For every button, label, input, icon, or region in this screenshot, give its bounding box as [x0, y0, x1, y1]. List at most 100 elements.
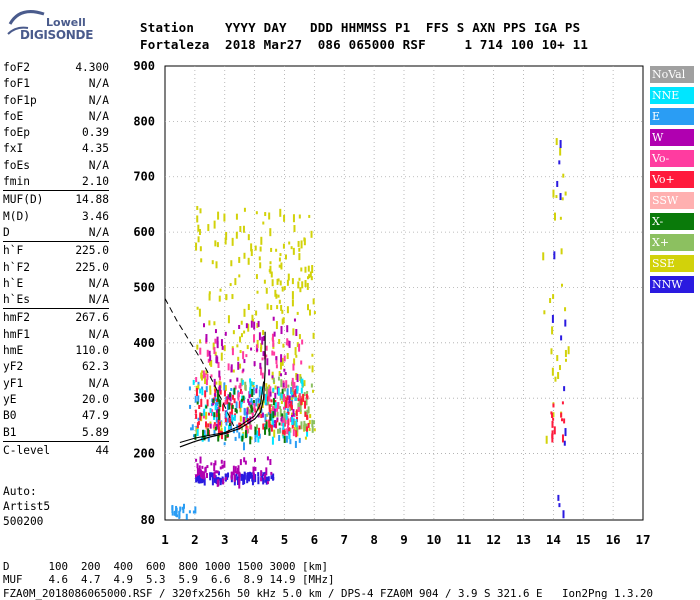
echo-point — [238, 471, 241, 477]
echo-point — [295, 372, 298, 380]
echo-point — [243, 471, 246, 479]
echo-point — [555, 195, 558, 199]
echo-point — [281, 413, 284, 417]
param-name: hmF2 — [3, 311, 30, 325]
echo-point — [236, 344, 239, 348]
echo-point — [268, 419, 271, 428]
echo-point — [558, 503, 561, 508]
echo-point — [252, 384, 255, 388]
echo-point — [292, 363, 295, 371]
echo-point — [559, 193, 562, 201]
param-row: MUF(D) 14.88 — [3, 192, 109, 208]
echo-point — [557, 494, 560, 501]
echo-point — [258, 332, 261, 341]
echo-point — [237, 465, 240, 473]
logo-text-lowell: Lowell — [46, 16, 86, 29]
echo-point — [269, 413, 272, 421]
echo-point — [561, 434, 564, 443]
echo-point — [268, 269, 271, 273]
x-tick-label: 5 — [281, 532, 289, 547]
echo-point — [285, 380, 288, 389]
echo-point — [281, 309, 284, 314]
echo-point — [281, 420, 284, 427]
echo-point — [199, 246, 202, 252]
echo-point — [234, 466, 237, 474]
param-value: 4.35 — [82, 142, 109, 156]
echo-point — [265, 354, 268, 358]
echo-point — [210, 472, 213, 478]
echo-point — [310, 230, 313, 238]
echo-point — [258, 433, 261, 439]
echo-point — [216, 242, 219, 248]
echo-point — [290, 401, 293, 409]
echo-point — [206, 349, 209, 357]
echo-point — [260, 236, 263, 245]
param-name: h`F2 — [3, 260, 30, 274]
echo-point — [272, 406, 275, 413]
y-tick-label: 200 — [133, 447, 155, 461]
echo-point — [225, 294, 228, 300]
echo-point — [213, 378, 216, 387]
echo-point — [551, 367, 554, 376]
echo-point — [233, 474, 236, 482]
x-tick-label: 7 — [340, 532, 348, 547]
echo-point — [214, 329, 217, 334]
echo-point — [272, 477, 275, 481]
echo-point — [306, 390, 309, 394]
param-row: hmF1 N/A — [3, 327, 109, 343]
param-row: h`F 225.0 — [3, 243, 109, 259]
echo-point — [288, 241, 291, 245]
x-tick-label: 11 — [456, 532, 471, 547]
echo-point — [238, 256, 241, 263]
param-value: N/A — [88, 327, 109, 341]
echo-point — [272, 473, 275, 479]
echo-point — [257, 476, 260, 485]
echo-point — [227, 417, 230, 423]
param-value: N/A — [88, 109, 109, 123]
echo-point — [221, 345, 224, 350]
echo-point — [236, 377, 239, 382]
echo-point — [563, 386, 566, 392]
echo-point — [196, 422, 199, 429]
echo-point — [308, 427, 311, 431]
echo-point — [252, 381, 255, 385]
echo-point — [196, 474, 199, 482]
echo-point — [238, 480, 241, 489]
echo-point — [220, 352, 223, 361]
echo-point — [219, 400, 222, 408]
echo-point — [298, 253, 301, 261]
echo-point — [543, 310, 546, 315]
param-separator — [3, 190, 109, 192]
echo-point — [198, 474, 201, 482]
echo-point — [226, 474, 229, 480]
echo-point — [288, 340, 291, 348]
echo-point — [218, 421, 221, 426]
echo-point — [252, 472, 255, 480]
echo-point — [256, 424, 259, 430]
y-tick-label: 900 — [133, 59, 155, 73]
echo-point — [560, 283, 563, 287]
echo-point — [262, 330, 265, 336]
echo-point — [250, 424, 253, 430]
echo-point — [242, 351, 245, 360]
echo-point — [209, 359, 212, 366]
echo-point — [281, 318, 284, 325]
echo-point — [243, 422, 246, 426]
echo-point — [208, 350, 211, 356]
echo-point — [246, 345, 249, 350]
echo-point — [273, 429, 276, 438]
echo-point — [291, 291, 294, 300]
echo-point — [224, 331, 227, 336]
echo-point — [551, 430, 554, 435]
echo-point — [219, 381, 222, 389]
echo-point — [277, 402, 280, 410]
echo-point — [218, 477, 221, 481]
echo-point — [239, 363, 242, 369]
echo-point — [197, 395, 200, 403]
echo-point — [217, 394, 220, 402]
echo-point — [286, 416, 289, 425]
echo-point — [308, 365, 311, 369]
echo-point — [556, 180, 559, 187]
echo-point — [220, 459, 223, 464]
